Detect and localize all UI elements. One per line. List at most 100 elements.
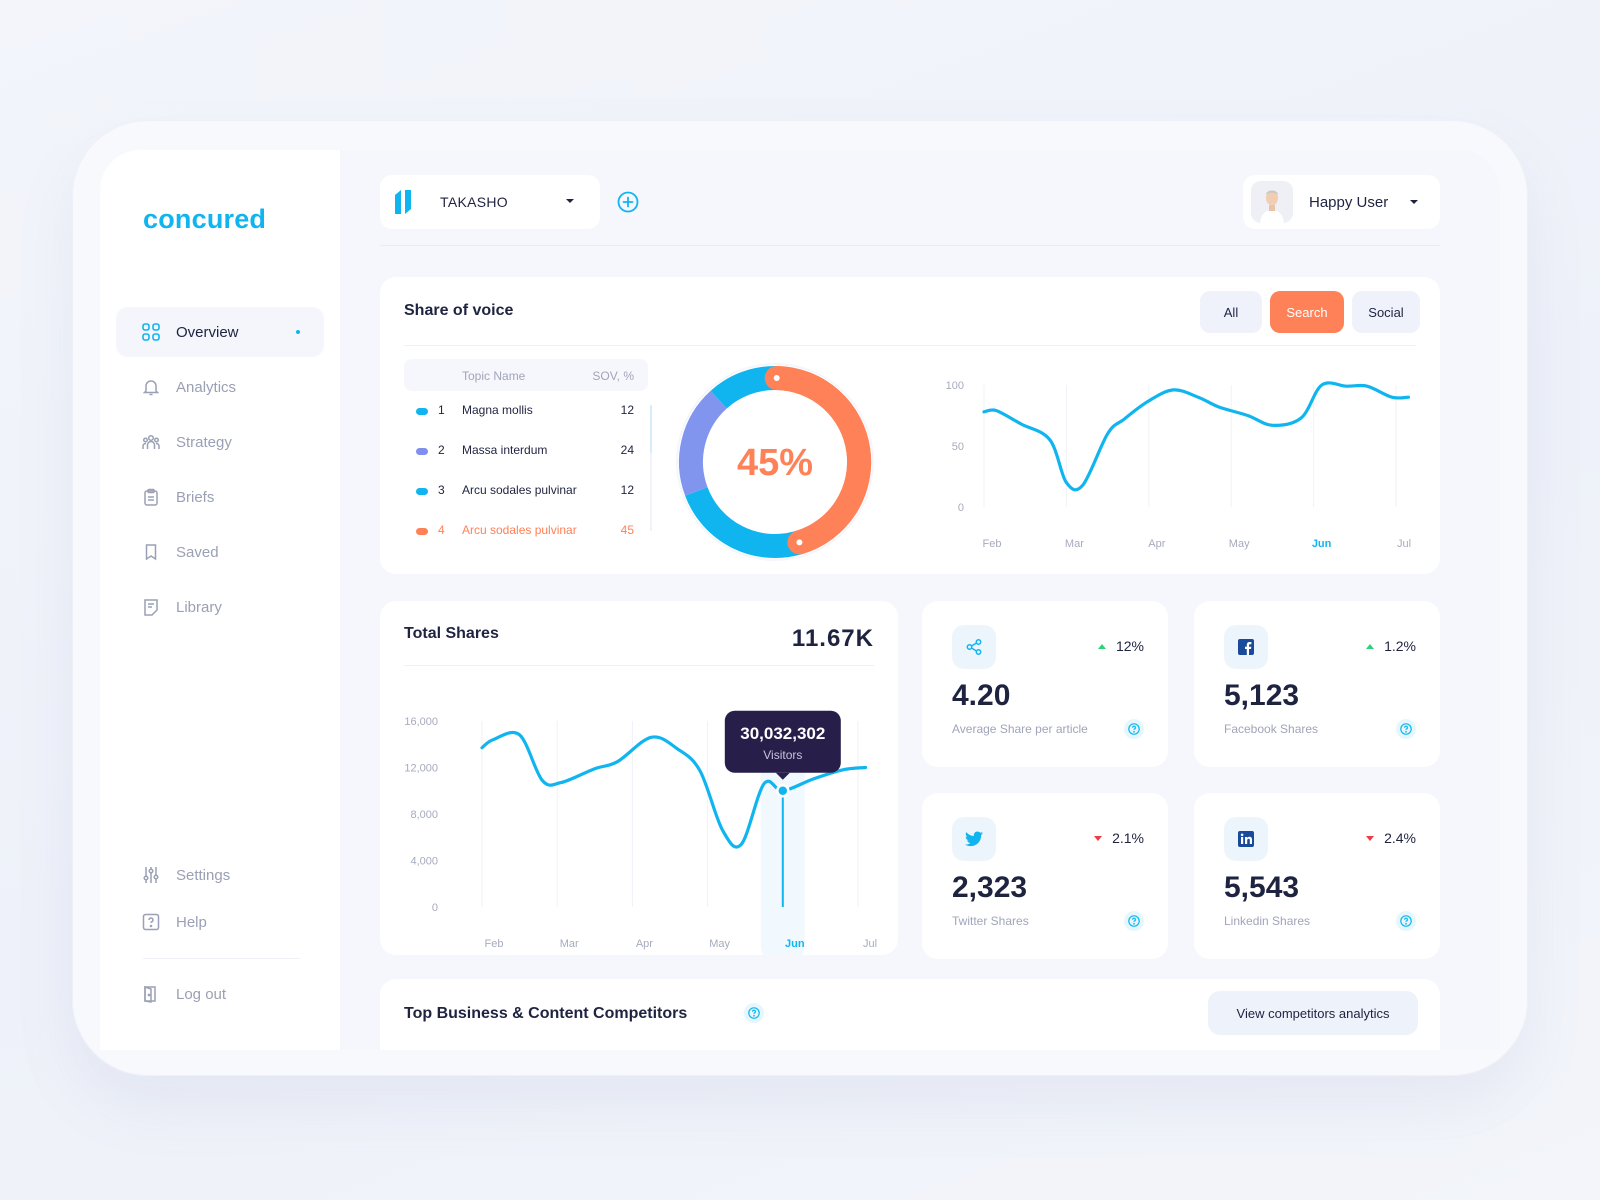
table-row[interactable]: 4 Arcu sodales pulvinar 45 [404, 519, 648, 543]
user-menu[interactable]: Happy User [1243, 175, 1440, 229]
clipboard-icon [142, 488, 160, 506]
y-tick-label: 12,000 [404, 763, 438, 775]
sidebar-item-help[interactable]: Help [116, 897, 324, 947]
card-title: Share of voice [404, 302, 514, 319]
add-workspace-icon[interactable] [616, 190, 640, 214]
trend-up-icon [1366, 643, 1375, 649]
row-number: 3 [438, 483, 445, 497]
sidebar-item-saved[interactable]: Saved [116, 527, 324, 577]
card-divider [404, 345, 1416, 346]
trend-value: 1.2% [1384, 638, 1416, 654]
card-title: Total Shares [404, 625, 499, 642]
share-of-voice-card: Share of voice All Search Social Topic N… [380, 277, 1440, 574]
help-icon[interactable] [1396, 911, 1416, 931]
twitter-icon [952, 817, 996, 861]
x-tick-label: May [709, 938, 730, 950]
stat-card-linkedin: 2.4% 5,543 Linkedin Shares [1194, 793, 1440, 959]
slice-endpoint-dot [796, 539, 803, 546]
donut-center-label: 45% [737, 442, 813, 484]
linkedin-icon [1224, 817, 1268, 861]
view-competitors-button[interactable]: View competitors analytics [1208, 991, 1418, 1035]
row-number: 4 [438, 523, 445, 537]
trend-value: 12% [1115, 638, 1144, 654]
total-shares-value: 11.67K [791, 625, 874, 652]
sidebar-item-library[interactable]: Library [116, 582, 324, 632]
logo[interactable]: concured [143, 204, 267, 234]
grid-icon [142, 323, 160, 341]
sidebar-item-strategy[interactable]: Strategy [116, 417, 324, 467]
table-row[interactable]: 1 Magna mollis 12 [404, 399, 648, 423]
trend-indicator: 2.4% [1366, 830, 1416, 846]
table-row[interactable]: 3 Arcu sodales pulvinar 12 [404, 479, 648, 503]
y-tick-label: 0 [432, 902, 438, 914]
filter-social-button[interactable]: Social [1352, 291, 1420, 333]
workspace-selector[interactable]: TAKASHO [380, 175, 600, 229]
tooltip-label: Visitors [763, 748, 802, 762]
x-tick-label: Jun [1312, 538, 1332, 550]
row-name: Arcu sodales pulvinar [462, 523, 577, 537]
stat-value: 5,543 [1224, 871, 1300, 904]
sidebar-item-overview[interactable]: Overview [116, 307, 324, 357]
table-row[interactable]: 2 Massa interdum 24 [404, 439, 648, 463]
help-icon[interactable] [1124, 719, 1144, 739]
donut-slice[interactable] [678, 390, 728, 496]
sidebar-item-briefs[interactable]: Briefs [116, 472, 324, 522]
sidebar-item-label: Library [176, 598, 222, 616]
help-icon[interactable] [1396, 719, 1416, 739]
slice-endpoint-dot [773, 375, 780, 381]
chevron-down-icon [566, 199, 574, 203]
y-tick-label: 100 [946, 380, 964, 392]
scroll-track [650, 405, 652, 531]
stat-card-facebook: 1.2% 5,123 Facebook Shares [1194, 601, 1440, 767]
trend-up-icon [1097, 643, 1106, 649]
x-tick-label: Jul [863, 938, 877, 950]
sidebar-item-settings[interactable]: Settings [116, 850, 324, 900]
stat-card-average-share: 12% 4.20 Average Share per article [922, 601, 1168, 767]
question-icon [142, 913, 160, 931]
card-title: Top Business & Content Competitors [404, 1005, 688, 1022]
competitors-card: Top Business & Content Competitors View … [380, 979, 1440, 1050]
y-tick-label: 4,000 [410, 856, 438, 868]
row-value: 24 [620, 443, 634, 457]
logout-button[interactable]: Log out [116, 969, 324, 1019]
donut-slice[interactable] [685, 486, 803, 558]
card-divider [404, 665, 874, 666]
series-chip [416, 488, 428, 495]
row-name: Magna mollis [462, 403, 533, 417]
people-icon [142, 433, 160, 451]
y-tick-label: 50 [952, 441, 964, 453]
series-line [982, 381, 1410, 492]
donut-slice-highlight[interactable] [764, 366, 872, 555]
stat-value: 2,323 [952, 871, 1028, 904]
row-name: Arcu sodales pulvinar [462, 483, 577, 497]
x-tick-label: Apr [1148, 538, 1165, 550]
trend-value: 2.1% [1112, 830, 1144, 846]
filter-search-button[interactable]: Search [1270, 291, 1344, 333]
trend-down-icon [1094, 835, 1103, 841]
column-topic-name: Topic Name [462, 369, 526, 383]
y-tick-label: 8,000 [410, 809, 438, 821]
app-window: concured Overview Analytics Strategy Bri… [100, 150, 1500, 1050]
sidebar: concured Overview Analytics Strategy Bri… [100, 150, 340, 1050]
trend-down-icon [1366, 835, 1375, 841]
workspace-name: TAKASHO [440, 194, 508, 210]
stat-label: Average Share per article [952, 722, 1088, 736]
sidebar-item-label: Settings [176, 866, 231, 884]
help-icon[interactable] [744, 1003, 764, 1023]
header-divider [380, 245, 1440, 246]
marker-point[interactable] [776, 784, 790, 798]
row-number: 2 [438, 443, 445, 457]
x-tick-label: Apr [636, 938, 653, 950]
sidebar-item-analytics[interactable]: Analytics [116, 362, 324, 412]
trend-indicator: 1.2% [1366, 638, 1416, 654]
scrollbar[interactable] [650, 405, 652, 453]
help-icon[interactable] [1124, 911, 1144, 931]
trend-indicator: 2.1% [1094, 830, 1144, 846]
y-tick-label: 16,000 [404, 716, 438, 728]
filter-all-button[interactable]: All [1200, 291, 1262, 333]
series-chip [416, 528, 428, 535]
bell-icon [142, 378, 160, 396]
donut-chart: 45% [676, 363, 874, 561]
y-tick-label: 0 [958, 502, 964, 514]
workspace-logo-icon [395, 190, 411, 214]
